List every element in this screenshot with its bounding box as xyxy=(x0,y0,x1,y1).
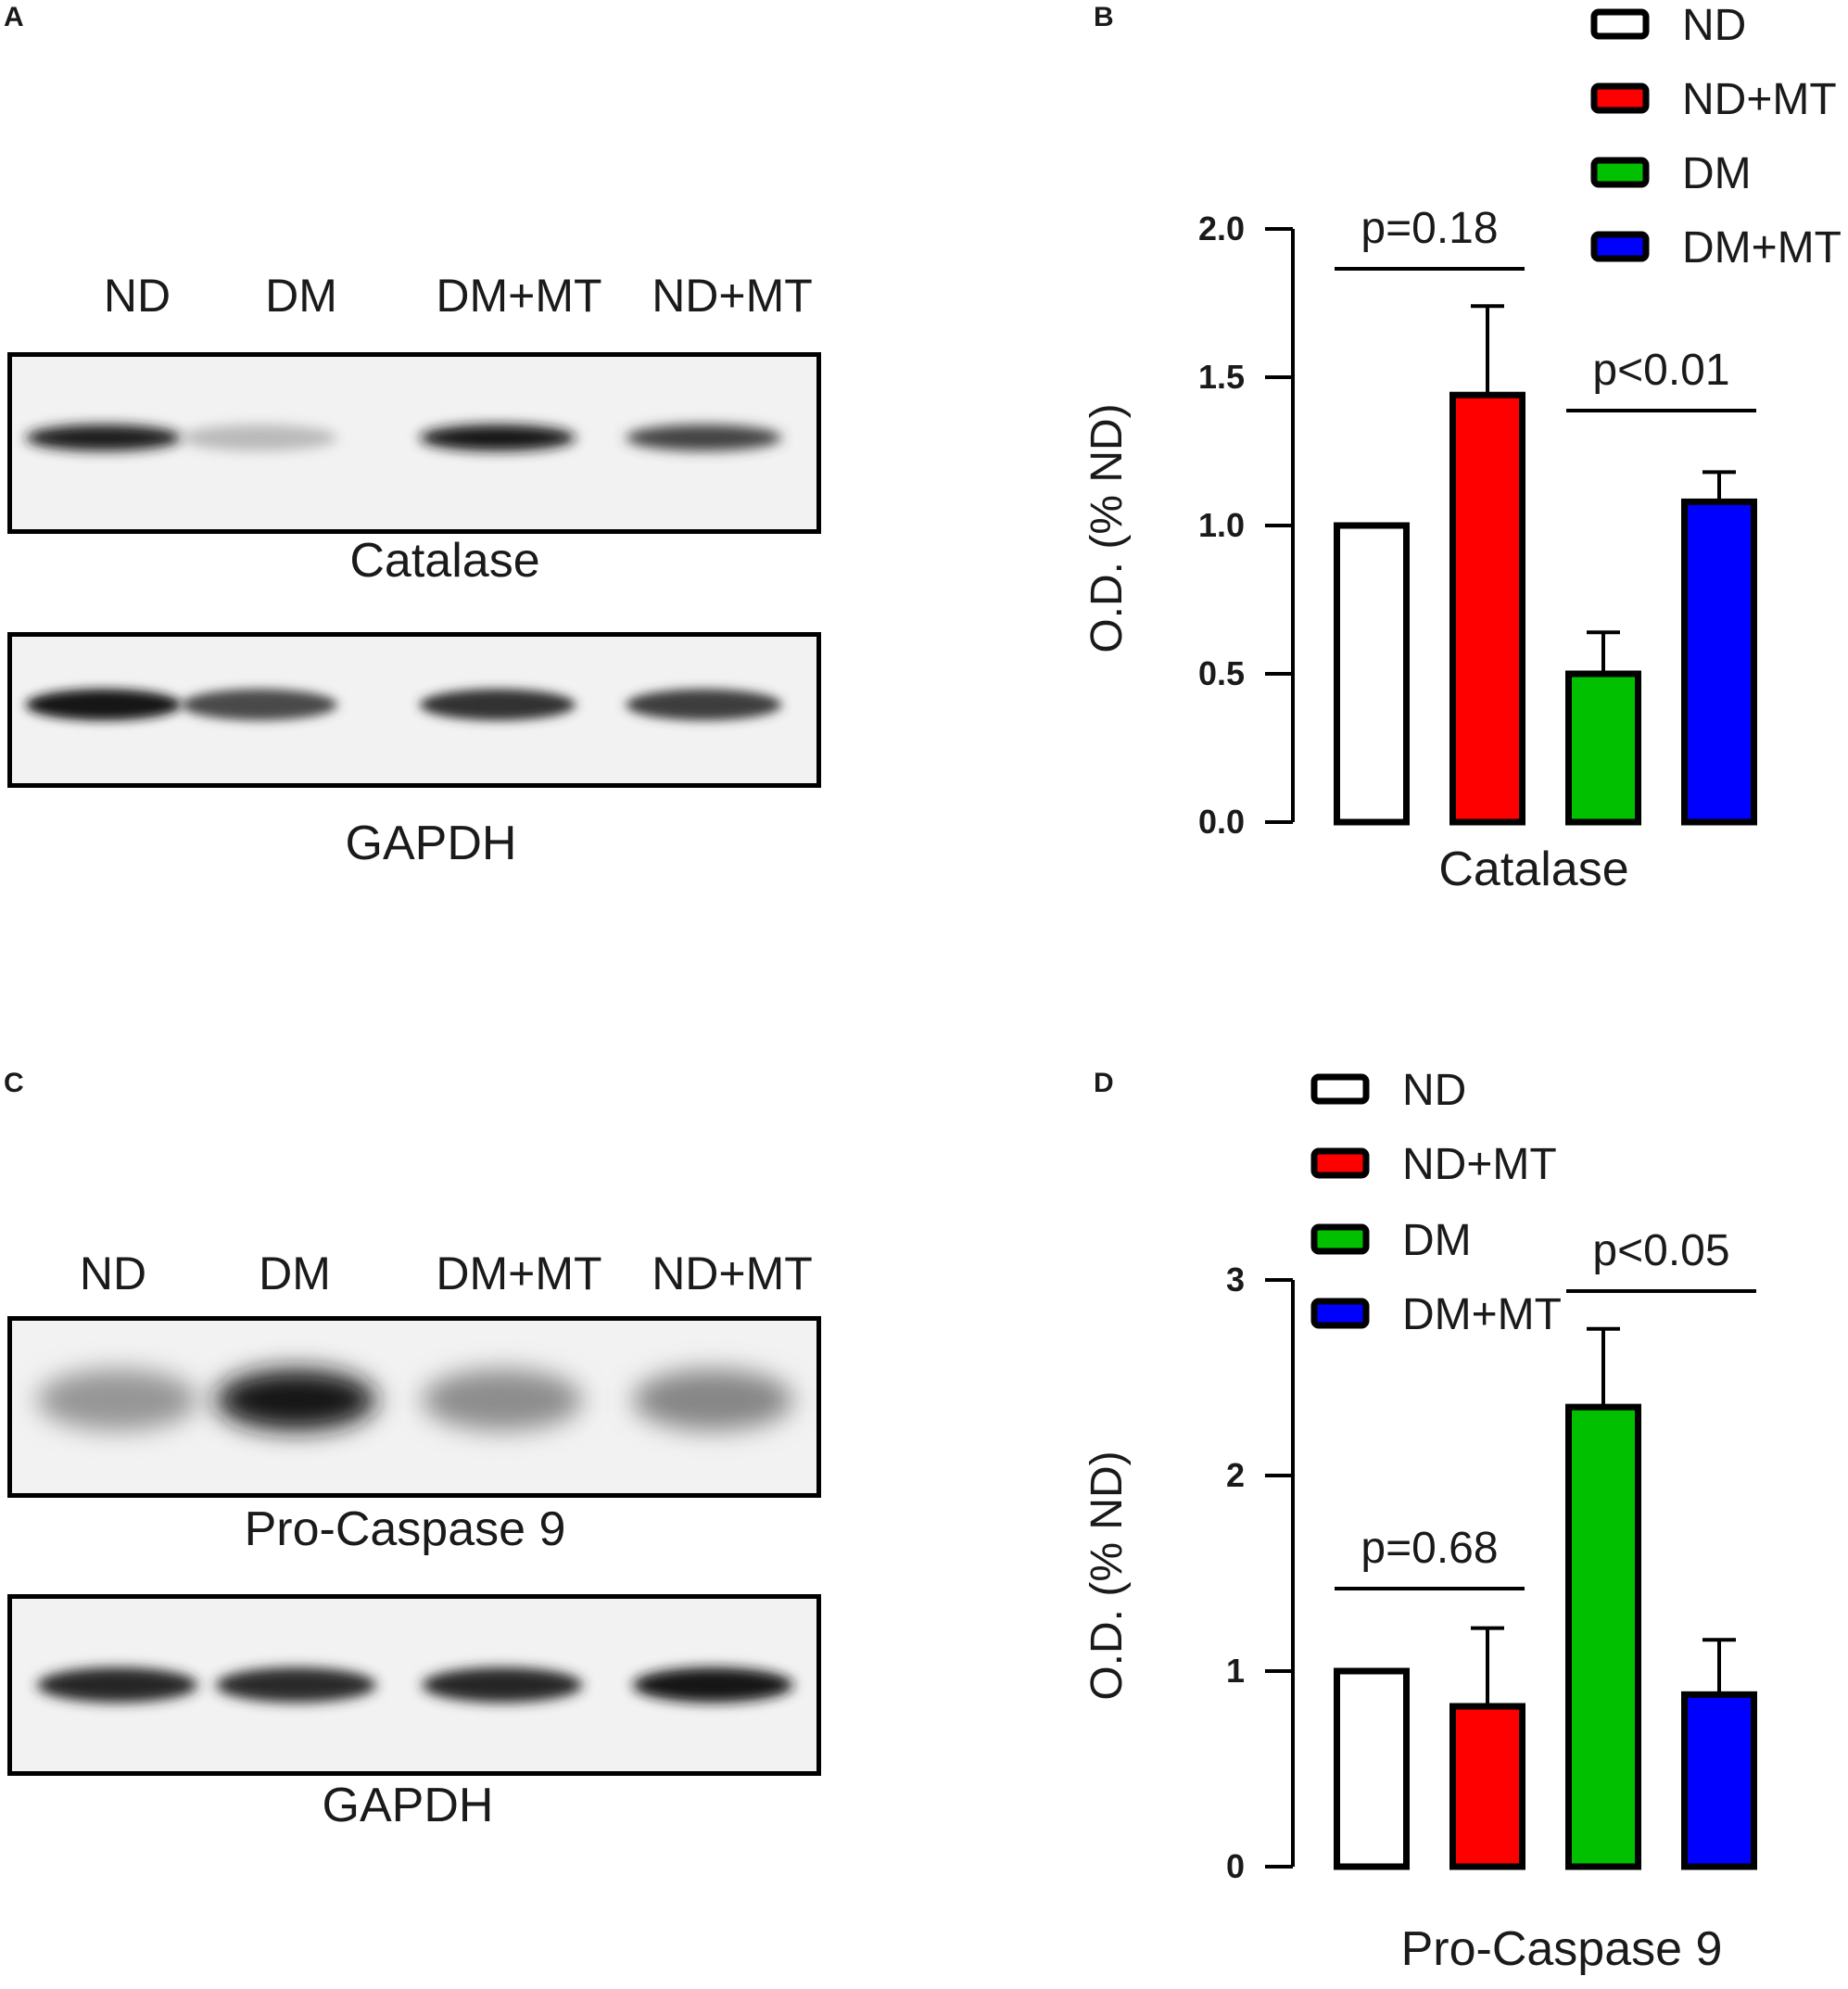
blot-c-gapdh-band xyxy=(215,1667,376,1703)
y-axis-label: O.D. (% ND) xyxy=(1082,1451,1132,1700)
blot-a-catalase-bands xyxy=(12,357,816,529)
y-tick-label: 0.0 xyxy=(1198,803,1245,841)
legend-label: ND+MT xyxy=(1682,75,1837,124)
y-tick-label: 1 xyxy=(1226,1652,1245,1690)
blot-c-top-caption: Pro-Caspase 9 xyxy=(244,1502,566,1556)
legend-swatch xyxy=(1310,1298,1370,1329)
legend-label: ND xyxy=(1682,1,1746,50)
blot-a-gapdh-bands xyxy=(12,637,816,783)
bar-dm xyxy=(1565,1403,1641,1870)
significance-label: p<0.01 xyxy=(1592,346,1729,395)
blot-a-lane-label: DM+MT xyxy=(436,270,602,322)
blot-a-lane-label: ND xyxy=(103,270,171,322)
significance-label: p=0.68 xyxy=(1361,1524,1498,1573)
blot-a-catalase-band xyxy=(419,424,576,451)
legend-label: ND xyxy=(1402,1066,1466,1115)
blot-a-catalase-band xyxy=(181,424,337,451)
bar-dm-plus-mt xyxy=(1681,498,1757,826)
panel-letter-b: B xyxy=(1094,2,1114,32)
legend: ND ND+MT DM DM+MT xyxy=(1590,1,1842,272)
blot-a-gapdh-band xyxy=(25,689,182,721)
legend-label: DM xyxy=(1402,1216,1472,1265)
y-tick-label: 0 xyxy=(1226,1847,1245,1885)
blot-c-gapdh-band xyxy=(632,1667,793,1703)
blot-c-procaspase9-membrane xyxy=(7,1316,821,1498)
legend-swatch xyxy=(1310,1223,1370,1255)
bar-nd xyxy=(1334,1667,1410,1870)
x-axis-label: Catalase xyxy=(1438,842,1628,896)
blot-c-procaspase9-band xyxy=(37,1369,198,1431)
blot-c-lane-label: DM+MT xyxy=(436,1248,602,1299)
blot-c-bottom-caption: GAPDH xyxy=(322,1779,494,1832)
blot-a-lane-label: ND+MT xyxy=(652,270,813,322)
bar-dm-plus-mt xyxy=(1681,1691,1757,1870)
y-tick-label: 0.5 xyxy=(1198,654,1245,692)
blot-c-lane-label: ND+MT xyxy=(652,1248,813,1299)
blot-a-catalase-band xyxy=(25,424,182,451)
blot-a-gapdh-membrane xyxy=(7,632,821,788)
blot-c-lane-label: DM xyxy=(259,1248,331,1299)
legend-swatch xyxy=(1590,157,1650,188)
blot-a-bottom-caption: GAPDH xyxy=(345,817,517,870)
panel-letter-d: D xyxy=(1094,1068,1114,1098)
blot-c-procaspase9-bands xyxy=(12,1321,816,1493)
y-tick-label: 2.0 xyxy=(1198,209,1245,247)
bar-nd-plus-mt xyxy=(1449,391,1525,826)
chart-d: 0 1 2 3 O.D. (% ND) Pro-Caspase 9 p=0.68 p<0.05… xyxy=(1082,1066,1757,1976)
bar-dm xyxy=(1565,670,1641,826)
blot-a-gapdh-band xyxy=(626,689,782,721)
y-tick-label: 1.0 xyxy=(1198,506,1245,544)
legend-swatch xyxy=(1310,1147,1370,1179)
significance-label: p=0.18 xyxy=(1361,204,1498,253)
legend-label: DM+MT xyxy=(1682,223,1842,272)
y-tick-label: 2 xyxy=(1226,1456,1245,1494)
blot-c-gapdh-band xyxy=(37,1667,198,1703)
blot-c-gapdh-membrane xyxy=(7,1594,821,1776)
y-tick-label: 1.5 xyxy=(1198,358,1245,396)
blot-c-gapdh-band xyxy=(422,1667,583,1703)
panel-letter-c: C xyxy=(4,1068,24,1098)
bar-nd xyxy=(1334,522,1410,826)
legend-swatch xyxy=(1310,1073,1370,1105)
y-axis-label: O.D. (% ND) xyxy=(1082,403,1132,652)
legend-label: DM xyxy=(1682,149,1752,198)
significance-label: p<0.05 xyxy=(1592,1226,1729,1275)
blot-a-lane-label: DM xyxy=(265,270,337,322)
legend-label: DM+MT xyxy=(1402,1290,1562,1339)
blot-a-catalase-membrane xyxy=(7,352,821,534)
legend-swatch xyxy=(1590,8,1650,40)
blot-a-top-caption: Catalase xyxy=(349,534,540,588)
legend-swatch xyxy=(1590,231,1650,262)
x-axis-label: Pro-Caspase 9 xyxy=(1401,1922,1723,1976)
blot-a-gapdh-band xyxy=(181,689,337,721)
blot-c-procaspase9-band xyxy=(422,1369,583,1431)
panel-letter-a: A xyxy=(4,2,24,32)
blot-c-procaspase9-band xyxy=(215,1369,376,1431)
blot-c-gapdh-bands xyxy=(12,1599,816,1771)
bar-nd-plus-mt xyxy=(1449,1703,1525,1870)
blot-a-catalase-band xyxy=(626,424,782,451)
blot-c-lane-label: ND xyxy=(79,1248,147,1299)
blot-a-gapdh-band xyxy=(419,689,576,721)
chart-b: 0.0 0.5 1.0 1.5 2.0 O.D. (% ND) Catalase p=0.18… xyxy=(1082,1,1842,896)
legend: ND ND+MT DM DM+MT xyxy=(1310,1066,1562,1339)
blot-c-procaspase9-band xyxy=(632,1369,793,1431)
y-tick-label: 3 xyxy=(1226,1261,1245,1299)
legend-swatch xyxy=(1590,82,1650,114)
legend-label: ND+MT xyxy=(1402,1140,1557,1189)
